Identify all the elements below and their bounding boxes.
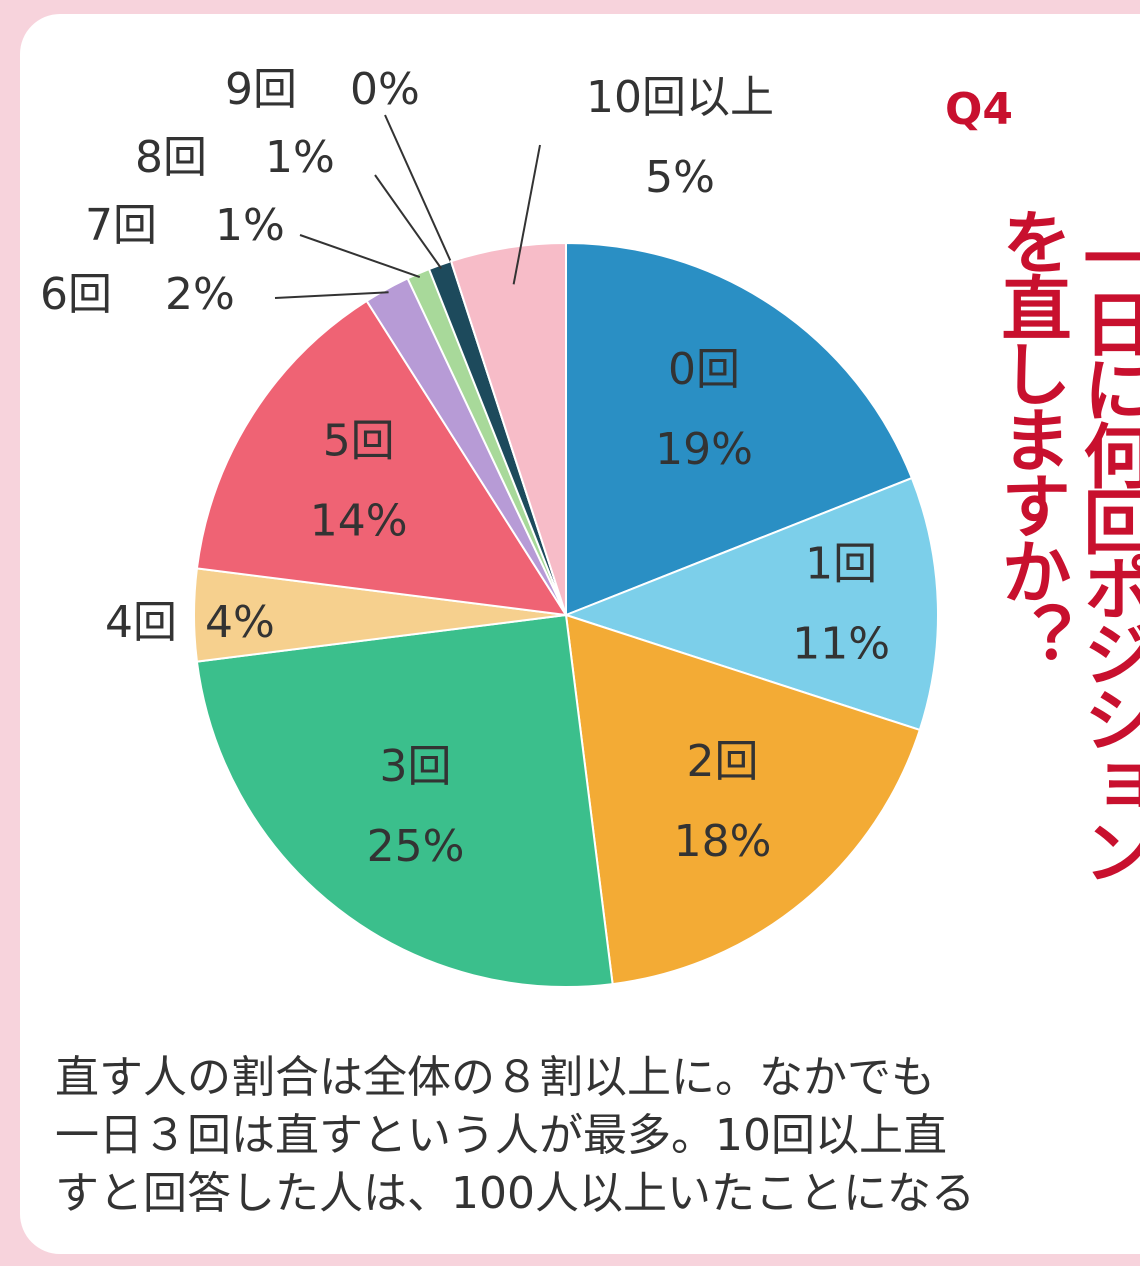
- leader-line: [512, 144, 541, 285]
- slice-category: 7回: [85, 200, 157, 251]
- slice-value-label: 18%: [674, 816, 772, 867]
- title-line: を直しますか？: [990, 206, 1072, 668]
- pie-slice: [563, 476, 939, 732]
- badge: Q4: [945, 84, 1013, 135]
- slice-category: 4回: [105, 597, 177, 648]
- slice-value-label: 0%: [350, 64, 420, 115]
- pie-slice: [564, 613, 922, 986]
- slice-value-label: 1%: [265, 132, 335, 183]
- slice-category: 6回: [40, 269, 112, 320]
- pie-slice: [565, 241, 914, 617]
- pie-slice: [195, 613, 614, 988]
- slice-category: 1回: [805, 538, 877, 589]
- slice-category: 0回: [668, 344, 740, 395]
- caption: すと回答した人は、100人以上いたことになる: [55, 1168, 975, 1219]
- slice-category: 3回: [380, 741, 452, 792]
- leader-line: [274, 291, 389, 299]
- slice-value-label: 11%: [792, 618, 890, 669]
- pie-slice: [195, 299, 568, 617]
- slice-value-label: 4%: [205, 597, 275, 648]
- caption: 一日３回は直すという人が最多。10回以上直: [55, 1110, 947, 1161]
- slice-value-label: 1%: [215, 200, 285, 251]
- pie-slice: [449, 241, 567, 616]
- caption: 直す人の割合は全体の８割以上に。なかでも: [55, 1052, 935, 1103]
- slice-category: 8回: [135, 132, 207, 183]
- leader-line: [299, 234, 421, 278]
- leader-line: [384, 114, 454, 266]
- slice-category: 2回: [687, 736, 759, 787]
- slice-category: 10回以上: [586, 72, 774, 123]
- leader-line: [374, 174, 443, 270]
- slice-value-label: 19%: [655, 424, 753, 475]
- slice-value-label: 5%: [645, 152, 715, 203]
- slice-category: 9回: [225, 64, 297, 115]
- slice-value-label: 25%: [367, 821, 465, 872]
- slice-category: 5回: [323, 415, 395, 466]
- title-line: 一日に何回ポジション: [1072, 222, 1140, 882]
- slice-value-label: 2%: [165, 269, 235, 320]
- slice-value-label: 14%: [310, 495, 408, 546]
